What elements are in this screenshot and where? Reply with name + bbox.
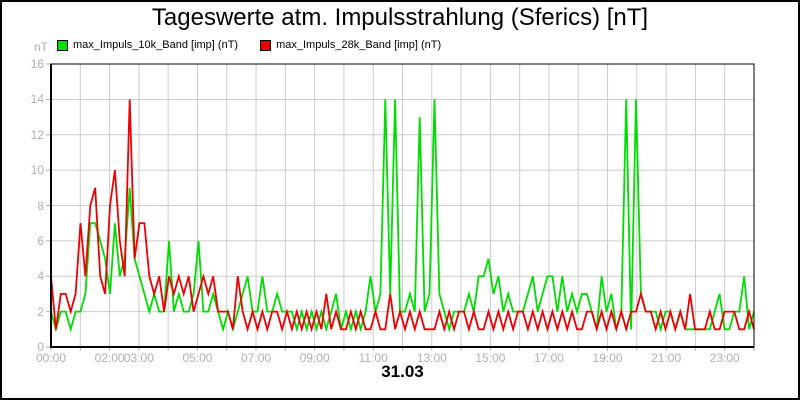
x-tick-label: 17:00 — [533, 351, 564, 365]
y-tick-label: 10 — [30, 163, 44, 178]
x-tick-label: 03:00 — [123, 351, 154, 365]
y-tick-label: 12 — [30, 127, 44, 142]
x-tick-label: 00:00 — [35, 351, 67, 365]
legend-label-28k-band: max_Impuls_28k_Band [imp] (nT) — [276, 39, 442, 51]
x-tick-label: 09:00 — [299, 351, 330, 365]
x-tick-label: 02:00 — [94, 351, 125, 365]
legend-item-10k-band: max_Impuls_10k_Band [imp] (nT) — [57, 39, 238, 51]
legend-swatch-green — [57, 39, 68, 51]
series-line-10k-band — [50, 99, 755, 333]
y-tick-label: 4 — [37, 269, 44, 284]
x-tick-label: 19:00 — [592, 351, 623, 365]
date-label: 31.03 — [381, 362, 424, 381]
y-tick-label: 14 — [30, 92, 44, 107]
x-tick-label: 21:00 — [651, 351, 682, 365]
x-tick-label: 13:00 — [416, 351, 447, 365]
y-tick-label: 2 — [37, 304, 44, 319]
series-line-28k-band — [50, 99, 755, 333]
x-tick-label: 11:00 — [358, 351, 388, 365]
y-axis-unit-label: nT — [34, 40, 49, 54]
y-tick-label: 0 — [37, 340, 44, 354]
legend-swatch-red — [260, 39, 272, 51]
x-tick-label: 15:00 — [475, 351, 506, 365]
legend-label-10k-band: max_Impuls_10k_Band [imp] (nT) — [73, 39, 239, 51]
x-tick-label: 07:00 — [241, 351, 272, 365]
y-tick-label: 16 — [30, 57, 44, 71]
x-tick-label: 05:00 — [182, 351, 213, 365]
y-tick-label: 6 — [37, 233, 44, 248]
x-tick-label: 23:00 — [709, 351, 740, 365]
legend-item-28k-band: max_Impuls_28k_Band [imp] (nT) — [260, 39, 441, 51]
legend: max_Impuls_10k_Band [imp] (nT) max_Impul… — [57, 39, 441, 51]
y-tick-label: 8 — [37, 198, 44, 213]
chart-title: Tageswerte atm. Impulsstrahlung (Sferics… — [151, 4, 649, 31]
